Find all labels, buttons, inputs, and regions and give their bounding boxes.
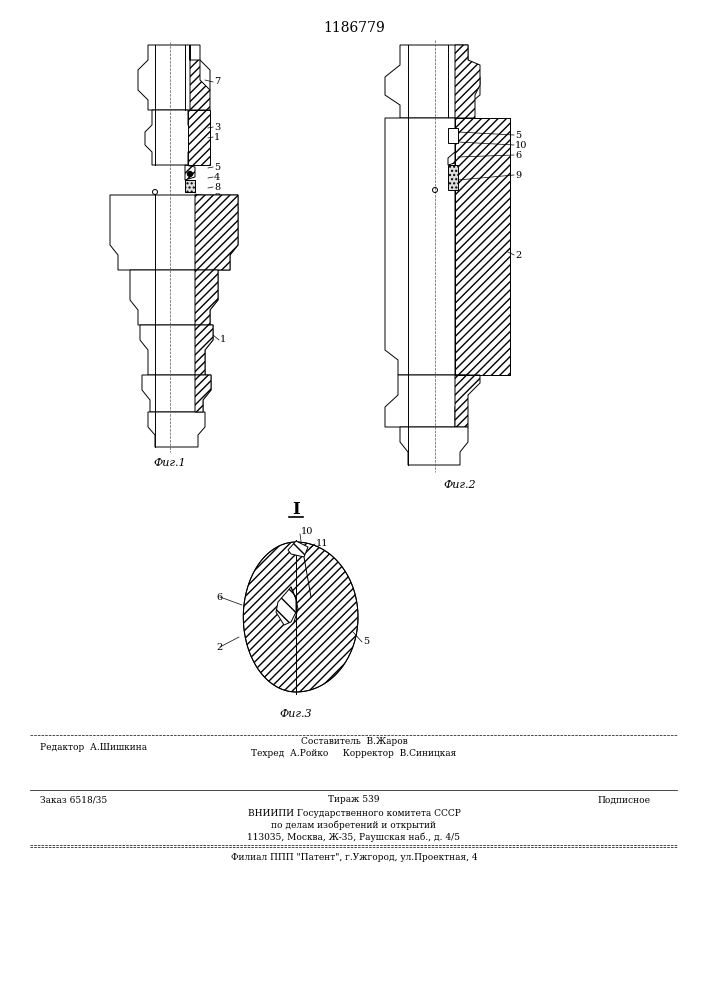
Circle shape <box>187 172 192 176</box>
Text: 3: 3 <box>214 122 221 131</box>
Text: 8: 8 <box>214 182 220 192</box>
Text: Фиг.3: Фиг.3 <box>280 709 312 719</box>
Polygon shape <box>385 118 455 375</box>
Polygon shape <box>195 375 211 412</box>
Bar <box>185 180 195 192</box>
Polygon shape <box>195 325 213 375</box>
Polygon shape <box>385 45 480 118</box>
Text: Фиг.2: Фиг.2 <box>444 480 477 490</box>
Text: Тираж 539: Тираж 539 <box>328 796 380 804</box>
Text: 5: 5 <box>363 638 369 647</box>
Text: Техред  А.Ройко     Корректор  В.Синицкая: Техред А.Ройко Корректор В.Синицкая <box>252 748 457 758</box>
Text: 6: 6 <box>515 150 521 159</box>
Bar <box>448 128 458 143</box>
Polygon shape <box>400 427 468 465</box>
Text: Редактор  А.Шишкина: Редактор А.Шишкина <box>40 742 147 752</box>
Polygon shape <box>455 45 480 118</box>
Polygon shape <box>185 165 195 180</box>
Text: 9: 9 <box>515 170 521 180</box>
Polygon shape <box>385 375 468 427</box>
Polygon shape <box>140 325 213 375</box>
Text: 10: 10 <box>301 528 313 536</box>
Text: 7: 7 <box>214 78 221 87</box>
Polygon shape <box>190 45 210 110</box>
Text: 1186779: 1186779 <box>323 21 385 35</box>
Polygon shape <box>448 152 455 165</box>
Text: Составитель  В.Жаров: Составитель В.Жаров <box>300 736 407 746</box>
Text: 5: 5 <box>214 162 220 172</box>
Polygon shape <box>145 110 195 165</box>
Polygon shape <box>195 195 238 270</box>
Polygon shape <box>243 542 358 692</box>
Text: 6: 6 <box>216 592 222 601</box>
Text: 10: 10 <box>515 140 527 149</box>
Text: по делам изобретений и открытий: по делам изобретений и открытий <box>271 820 436 830</box>
Text: 2: 2 <box>515 250 521 259</box>
Bar <box>188 110 210 165</box>
Polygon shape <box>130 270 218 325</box>
Text: 5: 5 <box>515 130 521 139</box>
Text: ВНИИПИ Государственного комитета СССР: ВНИИПИ Государственного комитета СССР <box>247 808 460 818</box>
Text: 11: 11 <box>316 540 329 548</box>
Text: Заказ 6518/35: Заказ 6518/35 <box>40 796 107 804</box>
Polygon shape <box>455 375 480 427</box>
Text: 1: 1 <box>220 336 226 344</box>
Text: 113035, Москва, Ж-35, Раушская наб., д. 4/5: 113035, Москва, Ж-35, Раушская наб., д. … <box>247 832 460 842</box>
Bar <box>455 118 510 375</box>
Text: I: I <box>292 502 300 518</box>
Polygon shape <box>138 45 210 110</box>
Text: Фиг.1: Фиг.1 <box>153 458 187 468</box>
Bar <box>455 118 510 375</box>
Text: Филиал ППП "Патент", г.Ужгород, ул.Проектная, 4: Филиал ППП "Патент", г.Ужгород, ул.Проек… <box>230 854 477 862</box>
Polygon shape <box>276 587 296 625</box>
Text: Подписное: Подписное <box>597 796 650 804</box>
Polygon shape <box>195 270 218 325</box>
Polygon shape <box>148 412 205 447</box>
Text: 1: 1 <box>214 132 221 141</box>
Text: 4: 4 <box>214 172 221 182</box>
Polygon shape <box>142 375 211 412</box>
Polygon shape <box>288 541 308 557</box>
Text: 2: 2 <box>214 192 221 202</box>
Text: 2: 2 <box>216 643 222 652</box>
Polygon shape <box>110 195 238 270</box>
Bar <box>448 165 458 190</box>
